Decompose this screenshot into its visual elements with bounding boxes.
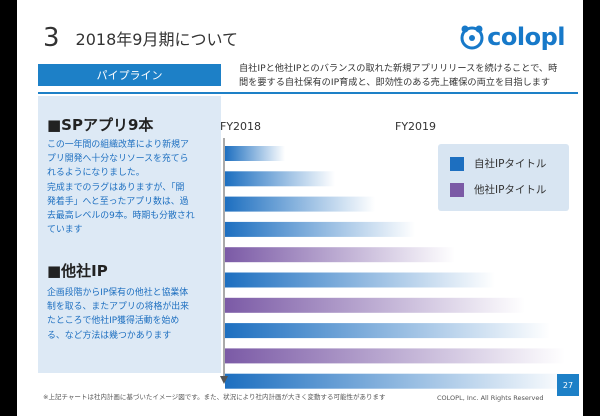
legend-item-own-ip: 自社IPタイトル <box>450 156 546 171</box>
x-label-fy2019: FY2019 <box>395 120 437 133</box>
sp-text-line: れるようになりました。 <box>47 168 145 179</box>
pipeline-description: 自社IPと他社IPとのバランスの取れた新規アプリリリースを続けることで、時 間を… <box>223 62 578 92</box>
other-ip-heading: ■他社IP <box>47 262 108 280</box>
ip-text-line: 制を取る、またアプリの将格が出来 <box>47 302 189 313</box>
pipeline-bar <box>225 221 415 237</box>
legend-label-own-ip: 自社IPタイトル <box>474 158 547 170</box>
sp-apps-heading: ■SPアプリ9本 <box>47 116 154 134</box>
pipeline-tab: パイプライン <box>38 64 221 86</box>
pipeline-bar <box>225 146 285 161</box>
sp-text-line: 発着手」へと至ったアプリ数は、過 <box>47 196 189 207</box>
sp-text-line: プリ開発へ十分なリソースを充てら <box>47 154 189 165</box>
page-title: 3 2018年9月期について <box>17 18 317 58</box>
slide: 3 2018年9月期について colopl パイプライン 自社IPと他社IPとの… <box>17 0 583 416</box>
pipeline-chart <box>220 138 570 389</box>
colopl-logo: colopl <box>459 20 565 54</box>
section-title: 2018年9月期について <box>75 30 238 49</box>
logo-text: colopl <box>487 23 565 51</box>
pipeline-bar <box>225 348 565 364</box>
pipeline-bar <box>225 323 550 339</box>
footnote: ※上記チャートは社内計画に基づいたイメージ図です。また、状況により社内計画が大き… <box>43 393 386 401</box>
chart-legend: 自社IPタイトル 他社IPタイトル <box>438 144 569 211</box>
sp-apps-text: この一年間の組織改革により新規ア プリ開発へ十分なリソースを充てら れるようにな… <box>47 138 215 237</box>
pipeline-description-line2: 間を要する自社保有のIP育成と、即効性のある売上確保の両立を目指します <box>239 77 551 88</box>
pipeline-bar <box>225 196 375 212</box>
sp-text-line: この一年間の組織改革により新規ア <box>47 140 189 150</box>
timeline-arrow-icon <box>220 376 228 384</box>
sp-text-line: ています <box>47 225 83 236</box>
legend-swatch-other-ip <box>450 182 464 197</box>
legend-swatch-own-ip <box>450 156 464 171</box>
pipeline-description-line1: 自社IPと他社IPとのバランスの取れた新規アプリリリースを続けることで、時 <box>239 63 558 74</box>
x-label-fy2018: FY2018 <box>220 120 262 133</box>
pipeline-bar <box>225 171 335 187</box>
ip-text-line: る、など方法は幾つかあります <box>47 330 172 341</box>
legend-label-other-ip: 他社IPタイトル <box>474 184 547 196</box>
section-number: 3 <box>43 23 60 53</box>
sp-text-line: 完成までのラグはありますが、「開 <box>47 182 185 193</box>
copyright: COLOPL, Inc. All Rights Reserved <box>437 394 544 402</box>
pipeline-bar <box>225 272 495 288</box>
pipeline-bar <box>225 247 455 263</box>
legend-item-other-ip: 他社IPタイトル <box>450 182 546 197</box>
page-number: 27 <box>557 374 579 396</box>
header-divider <box>38 92 578 94</box>
ip-text-line: たところで他社IP獲得活動を始め <box>47 316 180 327</box>
pipeline-bar <box>225 373 570 389</box>
pipeline-bar <box>225 297 525 313</box>
left-panel: ■SPアプリ9本 この一年間の組織改革により新規ア プリ開発へ十分なリソースを充… <box>38 96 221 373</box>
logo-bear-icon <box>460 25 484 50</box>
other-ip-text: 企画段階からIP保有の他社と協業体 制を取る、またアプリの将格が出来 たところで… <box>47 286 215 343</box>
ip-text-line: 企画段階からIP保有の他社と協業体 <box>47 288 189 298</box>
sp-text-line: 去最高レベルの9本。時期も分散され <box>47 211 195 222</box>
